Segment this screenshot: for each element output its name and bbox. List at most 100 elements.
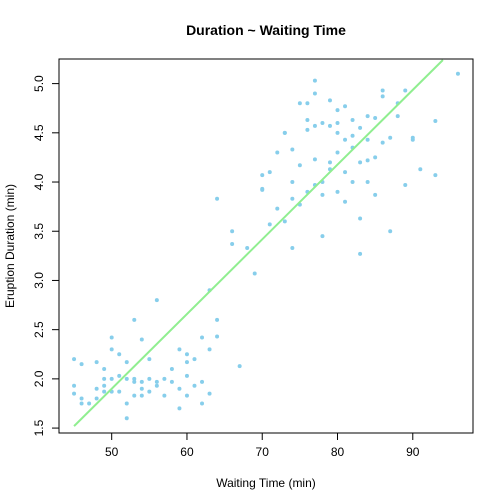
data-point	[343, 137, 348, 142]
x-tick-label: 50	[105, 445, 119, 459]
data-point	[184, 352, 189, 357]
data-point	[124, 376, 129, 381]
y-tick-label: 3.5	[32, 223, 46, 240]
data-point	[200, 401, 205, 406]
data-point	[154, 379, 159, 384]
data-point	[380, 88, 385, 93]
data-point	[124, 401, 129, 406]
data-point	[343, 104, 348, 109]
data-point	[245, 245, 250, 250]
data-point	[290, 180, 295, 185]
y-tick-label: 4.5	[32, 124, 46, 141]
data-point	[433, 119, 438, 124]
data-point	[373, 192, 378, 197]
data-point	[312, 157, 317, 162]
data-point	[312, 78, 317, 83]
data-point	[455, 71, 460, 76]
data-point	[109, 347, 114, 352]
data-point	[358, 160, 363, 165]
data-point	[162, 393, 167, 398]
regression-line	[73, 59, 444, 427]
data-point	[117, 389, 122, 394]
data-point	[177, 347, 182, 352]
data-point	[215, 196, 220, 201]
data-point	[72, 357, 77, 362]
data-point	[237, 364, 242, 369]
data-point	[169, 367, 174, 372]
y-tick-label: 3.0	[32, 272, 46, 289]
data-points	[72, 71, 460, 421]
data-point	[388, 135, 393, 140]
data-point	[124, 416, 129, 421]
data-point	[184, 393, 189, 398]
regression-line-layer	[73, 59, 444, 427]
data-point	[109, 335, 114, 340]
data-point	[373, 155, 378, 160]
data-point	[388, 229, 393, 234]
data-point	[230, 229, 235, 234]
data-point	[102, 389, 107, 394]
data-point	[380, 140, 385, 145]
data-point	[373, 116, 378, 121]
chart-title: Duration ~ Waiting Time	[186, 22, 346, 38]
data-point	[154, 298, 159, 303]
data-point	[335, 108, 340, 113]
data-point	[139, 379, 144, 384]
data-point	[139, 386, 144, 391]
data-point	[335, 150, 340, 155]
data-point	[365, 180, 370, 185]
y-tick-label: 4.0	[32, 173, 46, 190]
data-point	[335, 120, 340, 125]
data-point	[327, 123, 332, 128]
data-point	[177, 386, 182, 391]
y-tick-label: 2.5	[32, 321, 46, 338]
y-tick-label: 5.0	[32, 75, 46, 92]
data-point	[320, 120, 325, 125]
data-point	[147, 389, 152, 394]
data-point	[184, 373, 189, 378]
data-point	[117, 373, 122, 378]
data-point	[418, 167, 423, 172]
data-point	[260, 187, 265, 192]
data-point	[132, 393, 137, 398]
data-point	[109, 376, 114, 381]
data-point	[72, 391, 77, 396]
data-point	[207, 347, 212, 352]
data-point	[207, 391, 212, 396]
data-point	[169, 379, 174, 384]
data-point	[162, 376, 167, 381]
data-point	[290, 245, 295, 250]
data-point	[200, 379, 205, 384]
plot-frame	[58, 58, 474, 434]
data-point	[267, 170, 272, 175]
data-point	[343, 199, 348, 204]
data-point	[94, 386, 99, 391]
data-point	[335, 130, 340, 135]
data-point	[320, 192, 325, 197]
data-point	[350, 118, 355, 123]
data-point	[290, 147, 295, 152]
data-point	[327, 160, 332, 165]
x-axis-label: Waiting Time (min)	[216, 476, 316, 490]
data-point	[154, 383, 159, 388]
x-tick-label: 60	[180, 445, 194, 459]
data-point	[350, 133, 355, 138]
data-point	[365, 137, 370, 142]
data-point	[380, 94, 385, 99]
x-axis: 50 60 70 80 90	[105, 432, 420, 459]
data-point	[312, 123, 317, 128]
data-point	[403, 182, 408, 187]
data-point	[282, 219, 287, 224]
data-point	[79, 362, 84, 367]
data-point	[147, 357, 152, 362]
data-point	[267, 222, 272, 227]
data-point	[139, 337, 144, 342]
data-point	[327, 98, 332, 103]
data-point	[230, 242, 235, 247]
data-point	[260, 173, 265, 178]
data-point	[102, 383, 107, 388]
data-point	[275, 206, 280, 211]
data-point	[177, 406, 182, 411]
data-point	[79, 396, 84, 401]
